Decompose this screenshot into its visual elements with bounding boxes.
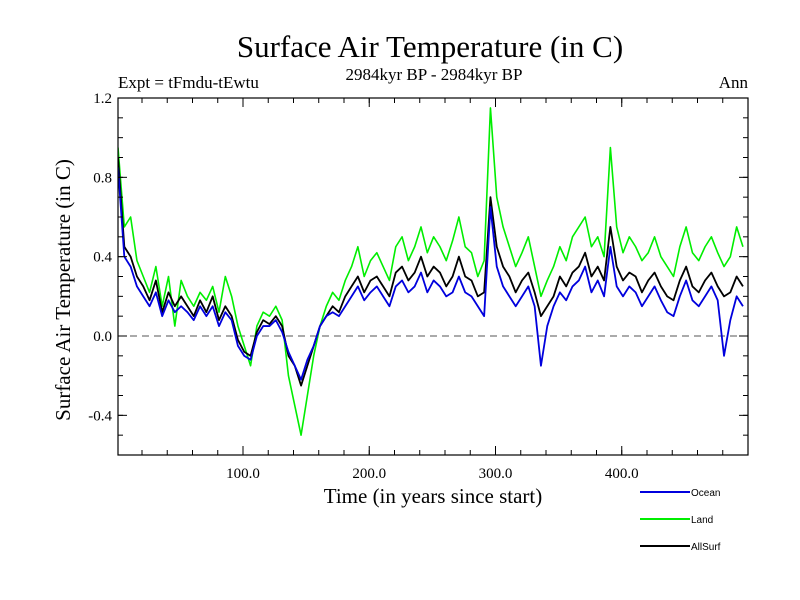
time-range-label: 2984kyr BP - 2984kyr BP [346,65,523,84]
y-tick-label: 0.8 [93,170,112,186]
y-tick-label: -0.4 [88,408,112,424]
legend-label-allsurf: AllSurf [691,542,721,553]
x-tick-label: 300.0 [479,466,513,482]
chart-title: Surface Air Temperature (in C) [237,29,623,64]
series-group [118,107,744,436]
legend-label-land: Land [691,515,713,526]
experiment-label: Expt = tFmdu-tEwtu [118,73,259,92]
legend: Ocean Land AllSurf [640,488,721,553]
series-ocean-line [118,167,744,381]
y-tick-label: 0.0 [93,329,112,345]
y-tick-label: 1.2 [93,91,112,107]
y-tick-label: 0.4 [93,250,112,266]
series-land-line [118,107,744,436]
axis-ticks: -0.4 0.0 0.4 0.8 1.2 100.0 200.0 300.0 400.0 [88,91,749,482]
series-allsurf-line [118,157,744,387]
plot-frame [117,97,749,456]
season-label: Ann [719,73,749,92]
y-axis-label: Surface Air Temperature (in C) [51,159,75,421]
x-tick-label: 400.0 [605,466,639,482]
x-axis-label: Time (in years since start) [324,484,543,508]
x-tick-label: 200.0 [352,466,386,482]
x-tick-label: 100.0 [226,466,260,482]
legend-label-ocean: Ocean [691,488,720,499]
